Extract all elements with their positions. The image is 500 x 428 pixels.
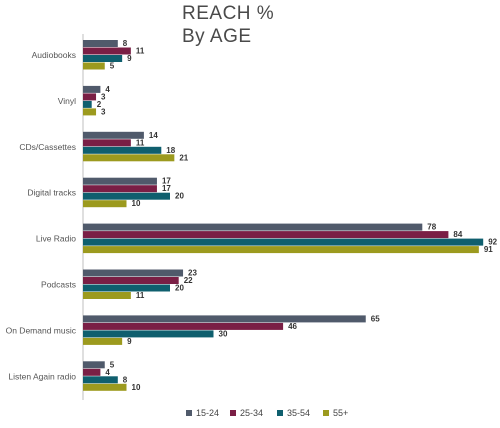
bar (83, 277, 179, 284)
bar (83, 93, 97, 101)
bar (83, 55, 123, 62)
bar (83, 383, 127, 391)
data-label: 78 (427, 223, 436, 232)
bar (83, 139, 131, 147)
data-label: 21 (179, 153, 188, 162)
data-label: 23 (188, 269, 197, 278)
bar (83, 368, 101, 376)
data-label: 4 (105, 85, 110, 94)
bar (83, 223, 423, 231)
legend-label: 15-24 (196, 408, 219, 418)
data-label: 46 (288, 322, 297, 331)
bar (83, 40, 118, 47)
bar (83, 322, 284, 330)
data-label: 11 (136, 138, 145, 147)
legend-label: 55+ (333, 408, 348, 418)
category-label: Podcasts (41, 280, 76, 290)
data-label: 22 (184, 276, 193, 285)
bar (83, 100, 92, 108)
legend-label: 25-34 (240, 408, 263, 418)
bar (83, 62, 105, 70)
data-label: 9 (127, 54, 132, 63)
bar (83, 85, 101, 93)
data-label: 3 (101, 92, 106, 101)
data-label: 4 (105, 368, 110, 377)
legend-swatch (230, 410, 236, 416)
data-label: 11 (136, 291, 145, 300)
bar (83, 177, 157, 185)
bar (83, 315, 366, 323)
bar (83, 376, 118, 384)
bar (83, 192, 170, 200)
bar (83, 185, 157, 193)
data-label: 8 (123, 375, 128, 384)
category-label: Live Radio (36, 234, 76, 244)
bar (83, 269, 184, 277)
bar (83, 154, 175, 162)
data-label: 9 (127, 337, 132, 346)
data-label: 5 (110, 360, 115, 369)
category-label: Digital tracks (27, 188, 76, 198)
data-label: 5 (110, 62, 115, 71)
data-label: 17 (162, 177, 171, 186)
data-label: 11 (136, 47, 145, 56)
bar (83, 330, 214, 338)
legend-swatch (277, 410, 283, 416)
data-label: 17 (162, 184, 171, 193)
data-label: 84 (453, 230, 462, 239)
data-label: 18 (166, 146, 175, 155)
bar (83, 231, 449, 239)
bar (83, 361, 105, 369)
data-label: 91 (484, 245, 493, 254)
bar (83, 337, 123, 345)
legend-swatch (323, 410, 329, 416)
category-label: Vinyl (58, 96, 76, 106)
data-label: 10 (132, 383, 141, 392)
bar (83, 284, 170, 292)
legend-swatch (186, 410, 192, 416)
data-label: 8 (123, 39, 128, 48)
bar (83, 238, 484, 246)
chart-subtitle: By AGE (182, 26, 252, 47)
data-label: 3 (101, 107, 106, 116)
legend-label: 35-54 (287, 408, 310, 418)
bar (83, 292, 131, 299)
data-label: 30 (219, 329, 228, 338)
bar (83, 200, 127, 208)
chart-title: REACH % (182, 3, 275, 24)
data-label: 20 (175, 192, 184, 201)
data-label: 92 (488, 238, 497, 247)
data-label: 65 (371, 314, 380, 323)
data-label: 14 (149, 131, 158, 140)
bar (83, 47, 131, 55)
data-label: 10 (132, 199, 141, 208)
bar (83, 131, 144, 139)
bar (83, 108, 97, 116)
category-label: On Demand music (6, 325, 77, 335)
category-label: Listen Again radio (8, 371, 76, 381)
category-label: Audiobooks (32, 50, 76, 60)
bar (83, 246, 479, 254)
data-label: 20 (175, 284, 184, 293)
data-label: 2 (97, 100, 102, 109)
bar (83, 146, 162, 154)
category-label: CDs/Cassettes (19, 142, 76, 152)
